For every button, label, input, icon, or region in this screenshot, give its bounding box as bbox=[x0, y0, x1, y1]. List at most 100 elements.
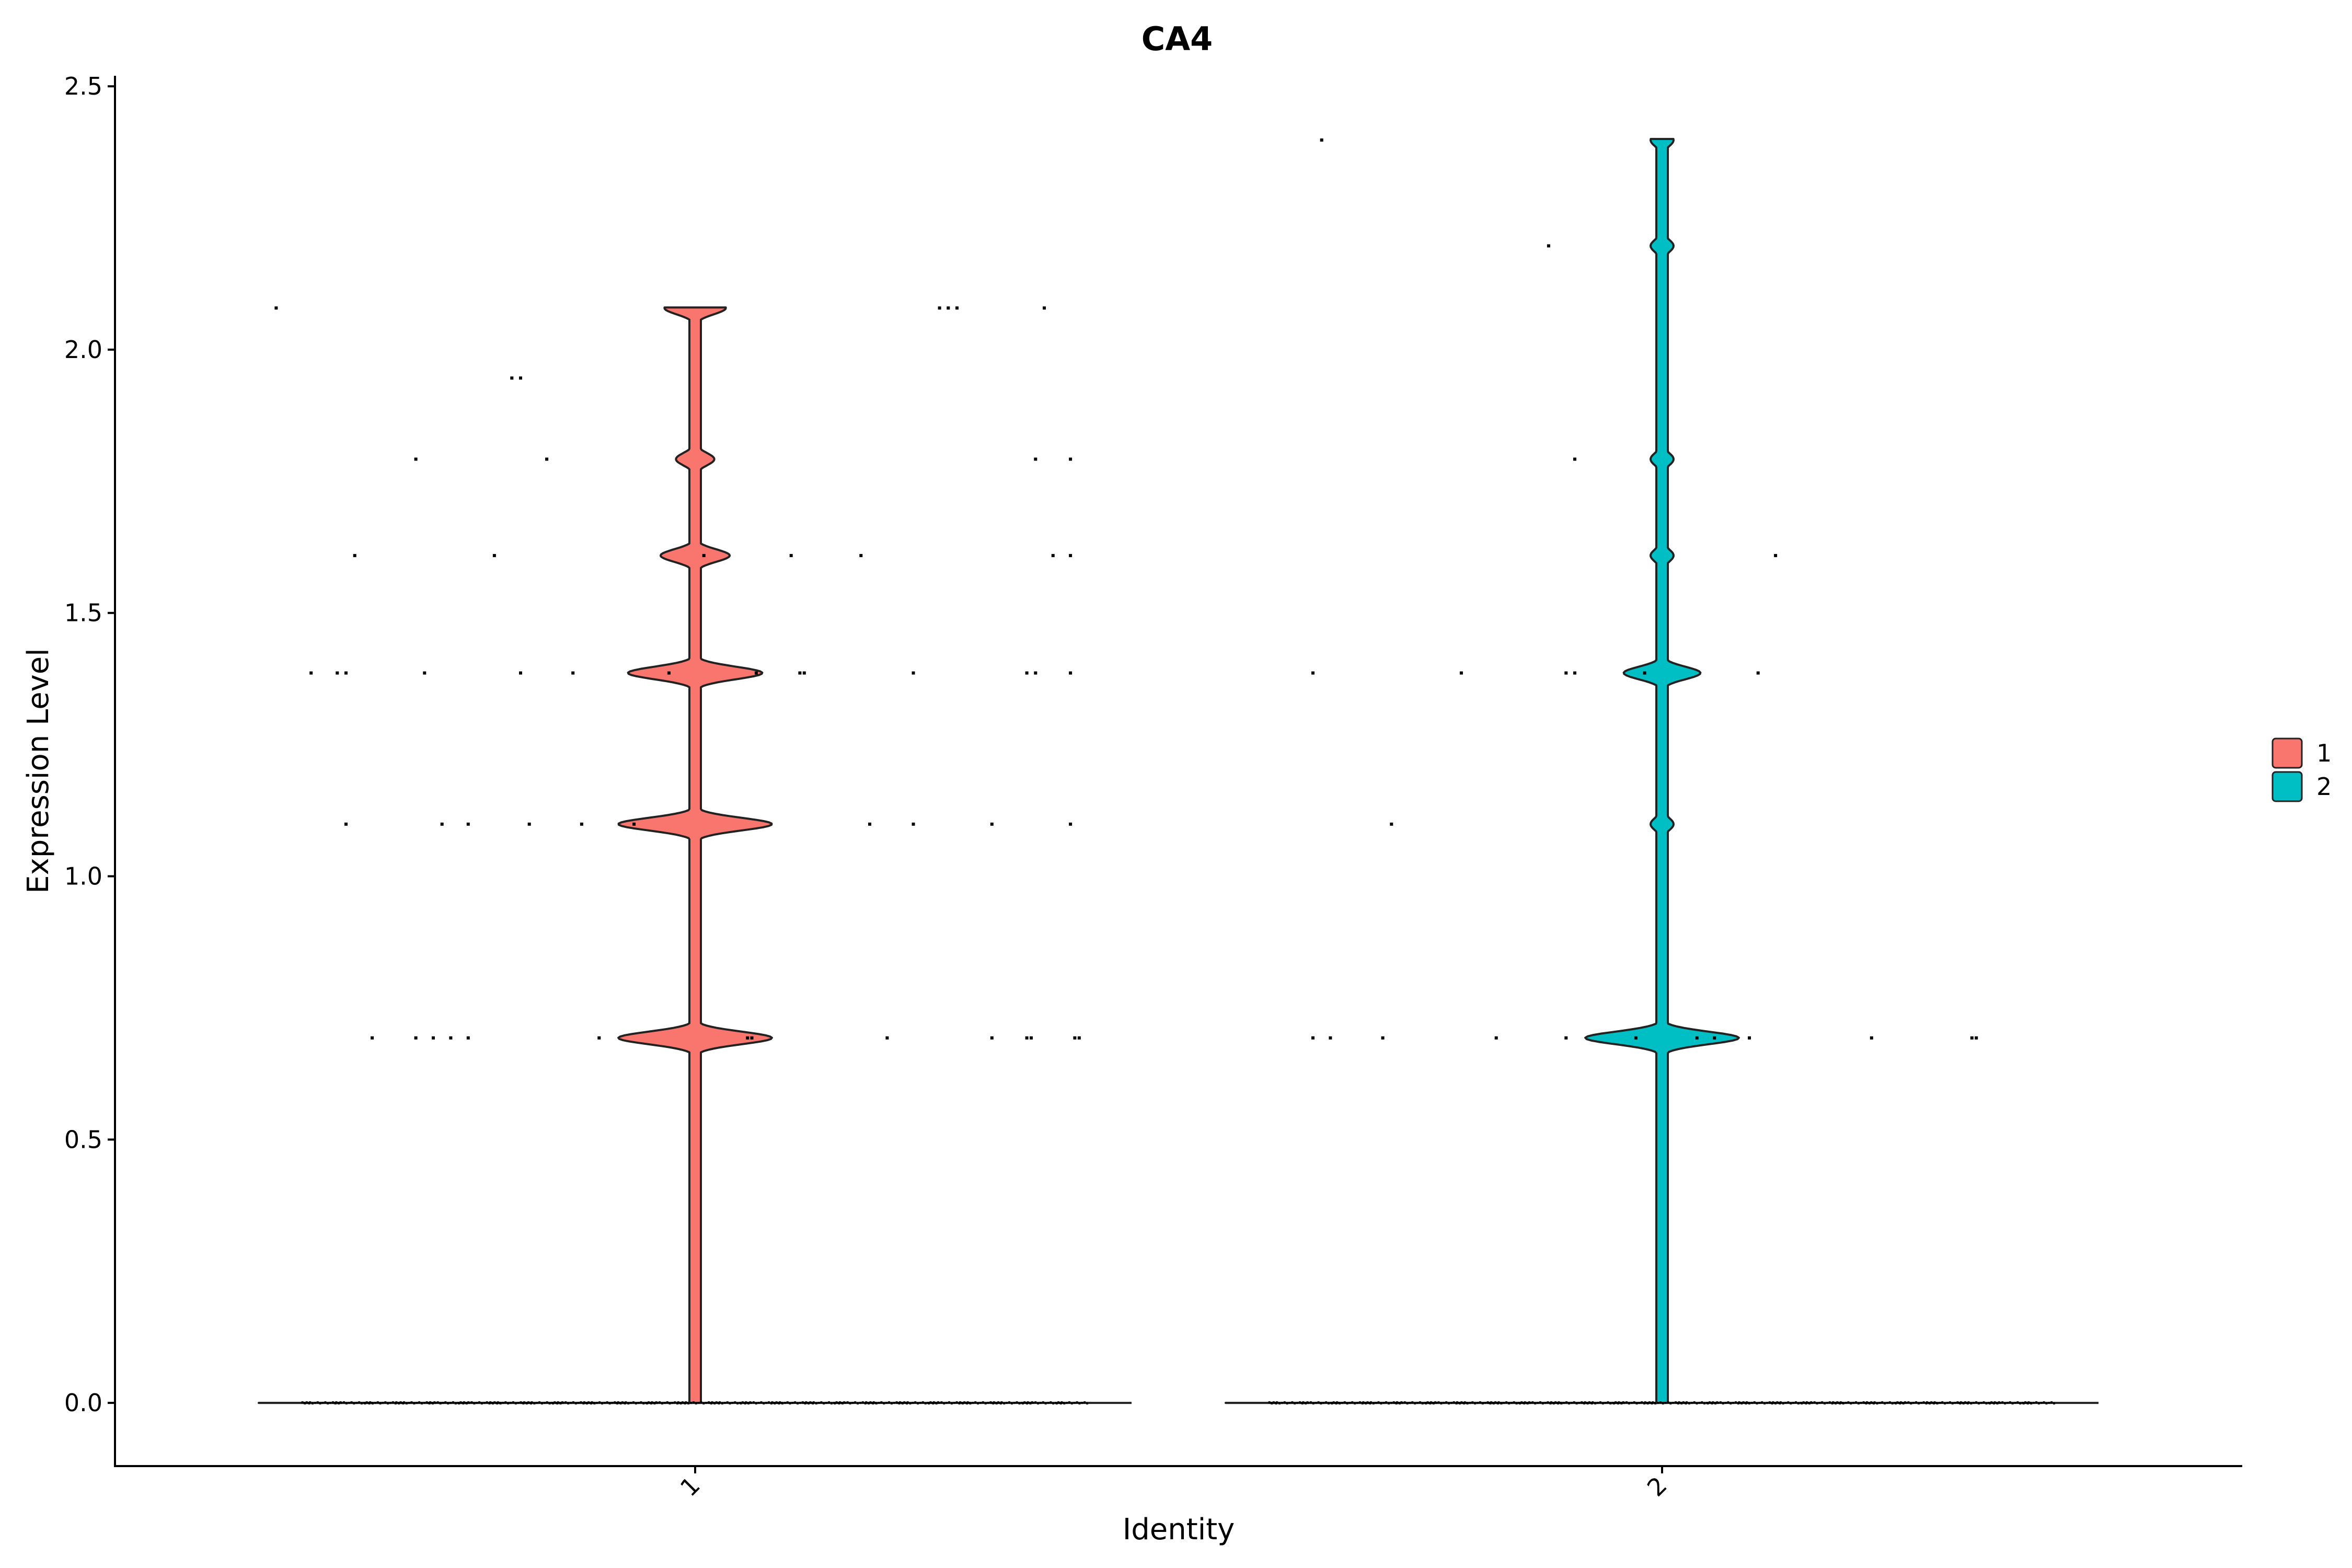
data-point-zero bbox=[1351, 1401, 1354, 1404]
data-point-zero bbox=[1680, 1402, 1683, 1405]
data-point bbox=[1077, 1036, 1081, 1040]
data-point-zero bbox=[666, 1401, 668, 1404]
data-point-zero bbox=[2048, 1402, 2050, 1404]
data-point-zero bbox=[1068, 1401, 1070, 1404]
data-point-zero bbox=[687, 1402, 690, 1405]
data-point-zero bbox=[1917, 1402, 1920, 1405]
data-point-zero bbox=[630, 1402, 632, 1404]
data-point-zero bbox=[1852, 1402, 1855, 1404]
data-point-zero bbox=[1667, 1401, 1669, 1404]
data-point-zero bbox=[1787, 1401, 1790, 1404]
data-point bbox=[274, 306, 278, 310]
data-point-zero bbox=[345, 1402, 348, 1405]
data-point-zero bbox=[1644, 1401, 1646, 1404]
data-point-zero bbox=[1746, 1401, 1748, 1404]
data-point bbox=[702, 554, 706, 557]
data-point-zero bbox=[583, 1401, 585, 1404]
data-point-zero bbox=[885, 1402, 888, 1404]
data-point-zero bbox=[857, 1402, 859, 1405]
data-point-zero bbox=[966, 1401, 969, 1404]
data-point-zero bbox=[358, 1401, 361, 1404]
data-point-zero bbox=[598, 1401, 601, 1404]
data-point-zero bbox=[834, 1402, 836, 1405]
data-point-zero bbox=[1544, 1402, 1547, 1404]
data-point-zero bbox=[1515, 1402, 1518, 1405]
data-point-zero bbox=[928, 1402, 930, 1405]
data-point-zero bbox=[1824, 1402, 1826, 1405]
data-point-zero bbox=[1683, 1402, 1686, 1404]
data-point-zero bbox=[1479, 1401, 1481, 1404]
data-point-zero bbox=[828, 1401, 830, 1404]
data-point-zero bbox=[1897, 1402, 1899, 1404]
data-point-zero bbox=[854, 1401, 857, 1404]
data-point-zero bbox=[601, 1402, 603, 1405]
data-point-zero bbox=[1578, 1402, 1581, 1404]
data-point-zero bbox=[1519, 1402, 1521, 1405]
data-point-zero bbox=[405, 1402, 408, 1405]
data-point-zero bbox=[1380, 1402, 1382, 1405]
data-point-zero bbox=[1777, 1402, 1779, 1404]
data-point-zero bbox=[1816, 1402, 1818, 1405]
data-point bbox=[545, 457, 549, 461]
data-point-zero bbox=[1382, 1402, 1385, 1404]
data-point-zero bbox=[1944, 1402, 1946, 1405]
data-point-zero bbox=[562, 1402, 564, 1404]
data-point-zero bbox=[1399, 1402, 1401, 1405]
data-point-zero bbox=[1607, 1401, 1609, 1404]
data-point-zero bbox=[648, 1402, 651, 1404]
data-point-zero bbox=[429, 1401, 432, 1404]
data-point-zero bbox=[1452, 1401, 1455, 1404]
data-point-zero bbox=[917, 1402, 919, 1405]
data-point bbox=[449, 1036, 453, 1040]
data-point bbox=[1030, 1036, 1033, 1040]
data-point-zero bbox=[570, 1402, 572, 1404]
data-point-zero bbox=[844, 1402, 846, 1404]
data-point-zero bbox=[912, 1402, 914, 1404]
data-point-zero bbox=[1086, 1402, 1088, 1405]
data-point-zero bbox=[1844, 1402, 1847, 1404]
y-tick-label: 2.5 bbox=[64, 72, 102, 100]
data-point-zero bbox=[546, 1401, 548, 1404]
data-point-zero bbox=[1821, 1401, 1824, 1404]
data-point-zero bbox=[645, 1402, 648, 1405]
y-axis-label: Expression Level bbox=[21, 648, 55, 894]
data-point-zero bbox=[1463, 1401, 1466, 1404]
data-point-zero bbox=[1388, 1402, 1390, 1405]
data-point-zero bbox=[872, 1401, 875, 1404]
data-point-zero bbox=[1021, 1402, 1024, 1405]
data-point-zero bbox=[1866, 1401, 1868, 1404]
data-point-zero bbox=[1385, 1401, 1388, 1404]
data-point-zero bbox=[593, 1402, 596, 1405]
data-point-zero bbox=[1076, 1401, 1078, 1404]
data-point bbox=[1069, 457, 1073, 461]
data-point-zero bbox=[679, 1402, 682, 1405]
data-point-zero bbox=[2035, 1401, 2037, 1404]
data-point-zero bbox=[904, 1402, 906, 1404]
data-point bbox=[947, 306, 950, 310]
data-point-zero bbox=[805, 1401, 808, 1404]
data-point-zero bbox=[1931, 1402, 1933, 1404]
data-point-zero bbox=[1675, 1402, 1678, 1404]
data-point-zero bbox=[745, 1401, 747, 1404]
data-point-zero bbox=[1058, 1402, 1060, 1404]
data-point bbox=[1634, 1036, 1638, 1040]
data-point-zero bbox=[711, 1401, 713, 1404]
data-point-zero bbox=[1850, 1402, 1852, 1405]
data-point-zero bbox=[930, 1402, 932, 1404]
data-point bbox=[1713, 1036, 1716, 1040]
data-point-zero bbox=[1435, 1402, 1437, 1404]
data-point-zero bbox=[1296, 1402, 1299, 1404]
data-point-zero bbox=[1032, 1402, 1034, 1404]
data-point bbox=[519, 671, 522, 675]
data-point-zero bbox=[1772, 1401, 1774, 1404]
data-point-zero bbox=[1471, 1401, 1474, 1404]
data-point-zero bbox=[794, 1401, 797, 1404]
data-point-zero bbox=[1594, 1402, 1597, 1405]
data-point-zero bbox=[1905, 1402, 1907, 1404]
data-point-zero bbox=[2016, 1401, 2019, 1404]
data-point bbox=[802, 671, 806, 675]
data-point bbox=[667, 671, 671, 675]
data-point-zero bbox=[369, 1401, 372, 1404]
data-point-zero bbox=[713, 1402, 716, 1405]
data-point-zero bbox=[2037, 1402, 2040, 1405]
